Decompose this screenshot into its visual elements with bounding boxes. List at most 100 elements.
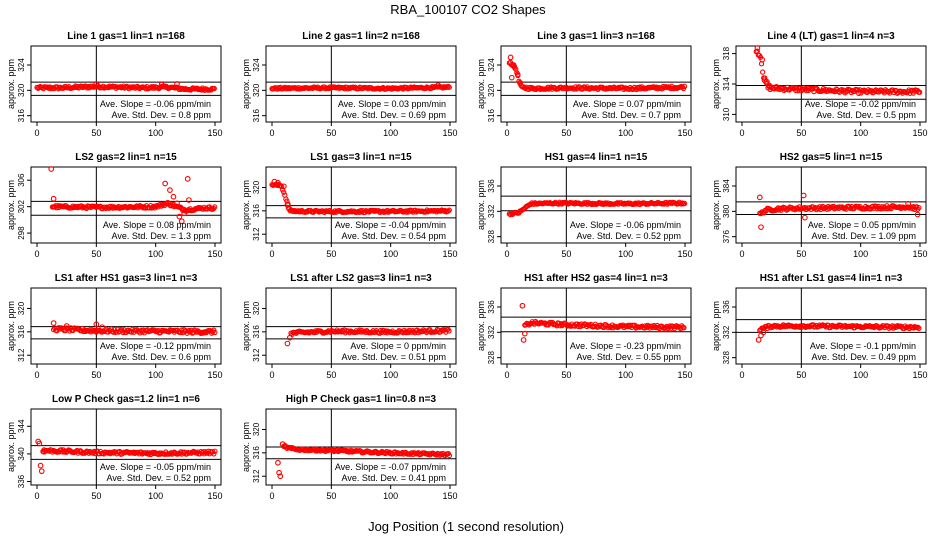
plot-frame bbox=[500, 45, 692, 123]
data-points bbox=[269, 178, 452, 216]
x-tick-label: 0 bbox=[739, 249, 744, 259]
y-tick-label: 384 bbox=[722, 179, 731, 193]
plot-frame bbox=[30, 45, 222, 123]
data-point bbox=[806, 85, 813, 91]
data-point bbox=[446, 452, 453, 459]
data-points bbox=[506, 54, 688, 93]
data-point-outlier bbox=[186, 197, 192, 203]
plot-frame bbox=[265, 287, 457, 365]
data-points bbox=[275, 441, 453, 480]
data-point-outlier bbox=[511, 63, 517, 70]
panel-11: HS1 after HS2 gas=4 lin=1 n=3 0 50 100 150 32… bbox=[476, 273, 693, 380]
y-tick-label: 332 bbox=[487, 204, 496, 218]
data-point-outlier bbox=[759, 56, 766, 63]
data-point-outlier bbox=[281, 183, 287, 190]
data-point bbox=[212, 204, 218, 210]
panel-3: Line 3 gas=1 lin=3 n=168 0 50 100 150 316 320 3… bbox=[476, 31, 693, 138]
data-point-outlier bbox=[50, 320, 57, 326]
x-tick-label: 150 bbox=[442, 491, 457, 501]
y-tick-label: 336 bbox=[487, 179, 496, 193]
plot-frame bbox=[735, 287, 927, 365]
panel-2: Line 2 gas=1 lin=2 n=168 0 50 100 150 316 320 3… bbox=[241, 31, 458, 138]
x-tick-label: 0 bbox=[34, 249, 39, 259]
x-tick-label: 150 bbox=[442, 370, 457, 380]
data-point bbox=[527, 84, 533, 91]
y-tick-label: 376 bbox=[722, 229, 731, 243]
data-point bbox=[525, 321, 531, 327]
y-axis-label: approx. ppm bbox=[6, 301, 16, 351]
y-tick-label: 316 bbox=[17, 325, 26, 339]
data-point-outlier bbox=[517, 79, 523, 86]
x-tick-label: 100 bbox=[853, 370, 868, 380]
stats-annotation: Ave. Std. Dev. = 0.49 ppm bbox=[812, 352, 916, 362]
data-point-outlier bbox=[63, 323, 70, 329]
figure-xlabel: Jog Position (1 second resolution) bbox=[368, 519, 564, 534]
y-tick-label: 310 bbox=[722, 107, 731, 121]
x-tick-label: 50 bbox=[326, 128, 336, 138]
x-tick-label: 0 bbox=[504, 249, 509, 259]
stats-annotation: Ave. Std. Dev. = 0.51 ppm bbox=[342, 352, 446, 362]
y-tick-label: 344 bbox=[17, 419, 26, 433]
y-tick-label: 328 bbox=[487, 350, 496, 364]
y-axis-label: approx. ppm bbox=[711, 180, 721, 230]
data-point bbox=[445, 208, 451, 214]
data-point-outlier bbox=[519, 302, 526, 309]
y-tick-label: 332 bbox=[722, 325, 731, 339]
panel-title: High P Check gas=1 lin=0.8 n=3 bbox=[286, 394, 437, 405]
y-tick-label: 302 bbox=[17, 199, 26, 213]
plot-frame bbox=[500, 287, 692, 365]
x-tick-label: 0 bbox=[739, 128, 744, 138]
y-tick-label: 324 bbox=[487, 58, 496, 72]
x-tick-label: 0 bbox=[739, 370, 744, 380]
plot-frame bbox=[30, 287, 222, 365]
data-point-outlier bbox=[754, 45, 761, 51]
y-axis-label: approx. ppm bbox=[241, 301, 251, 351]
data-point-outlier bbox=[167, 187, 173, 193]
data-point-outlier bbox=[286, 334, 293, 341]
panel-title: HS2 gas=5 lin=1 n=15 bbox=[780, 152, 883, 163]
y-tick-label: 380 bbox=[722, 204, 731, 218]
data-point-outlier bbox=[284, 340, 291, 347]
data-point-outlier bbox=[184, 176, 191, 182]
data-point-outlier bbox=[802, 214, 808, 221]
x-tick-label: 150 bbox=[207, 370, 222, 380]
x-tick-label: 50 bbox=[796, 128, 806, 138]
stats-annotation: Ave. Std. Dev. = 0.5 ppm bbox=[817, 110, 916, 120]
data-points bbox=[48, 166, 218, 225]
data-point bbox=[446, 207, 452, 213]
panel-title: LS1 after HS1 gas=3 lin=1 n=3 bbox=[55, 273, 198, 284]
data-point-outlier bbox=[36, 440, 43, 447]
x-tick-label: 100 bbox=[383, 249, 398, 259]
data-point-outlier bbox=[520, 337, 527, 343]
y-tick-label: 324 bbox=[252, 58, 261, 72]
data-point-outlier bbox=[914, 211, 921, 218]
data-point-outlier bbox=[176, 213, 183, 220]
data-point-outlier bbox=[521, 330, 528, 337]
data-points bbox=[519, 302, 687, 343]
data-points bbox=[269, 82, 452, 92]
y-axis-label: approx. ppm bbox=[476, 59, 486, 109]
data-point bbox=[678, 201, 684, 207]
y-tick-label: 336 bbox=[487, 300, 496, 314]
x-tick-label: 150 bbox=[207, 128, 222, 138]
plot-frame bbox=[500, 166, 692, 244]
data-point-outlier bbox=[158, 81, 165, 88]
y-tick-label: 328 bbox=[487, 229, 496, 243]
y-tick-label: 312 bbox=[17, 348, 26, 362]
data-point-outlier bbox=[174, 200, 180, 207]
x-tick-label: 0 bbox=[34, 491, 39, 501]
x-tick-label: 100 bbox=[148, 491, 163, 501]
data-point-outlier bbox=[37, 462, 44, 469]
data-point-outlier bbox=[758, 224, 764, 231]
stats-annotation: Ave. Slope = 0.03 ppm/min bbox=[338, 99, 446, 109]
y-tick-label: 320 bbox=[17, 301, 26, 315]
data-point-outlier bbox=[282, 442, 288, 449]
y-axis-label: approx. ppm bbox=[241, 59, 251, 109]
panel-5: LS2 gas=2 lin=1 n=15 0 50 100 150 298 302 306ap… bbox=[6, 152, 223, 259]
data-point bbox=[446, 84, 452, 90]
plot-frame bbox=[265, 166, 457, 244]
data-point-outlier bbox=[760, 329, 767, 336]
data-point-outlier bbox=[93, 321, 100, 328]
panel-title: LS1 gas=3 lin=1 n=15 bbox=[310, 152, 412, 163]
data-point bbox=[110, 329, 117, 335]
